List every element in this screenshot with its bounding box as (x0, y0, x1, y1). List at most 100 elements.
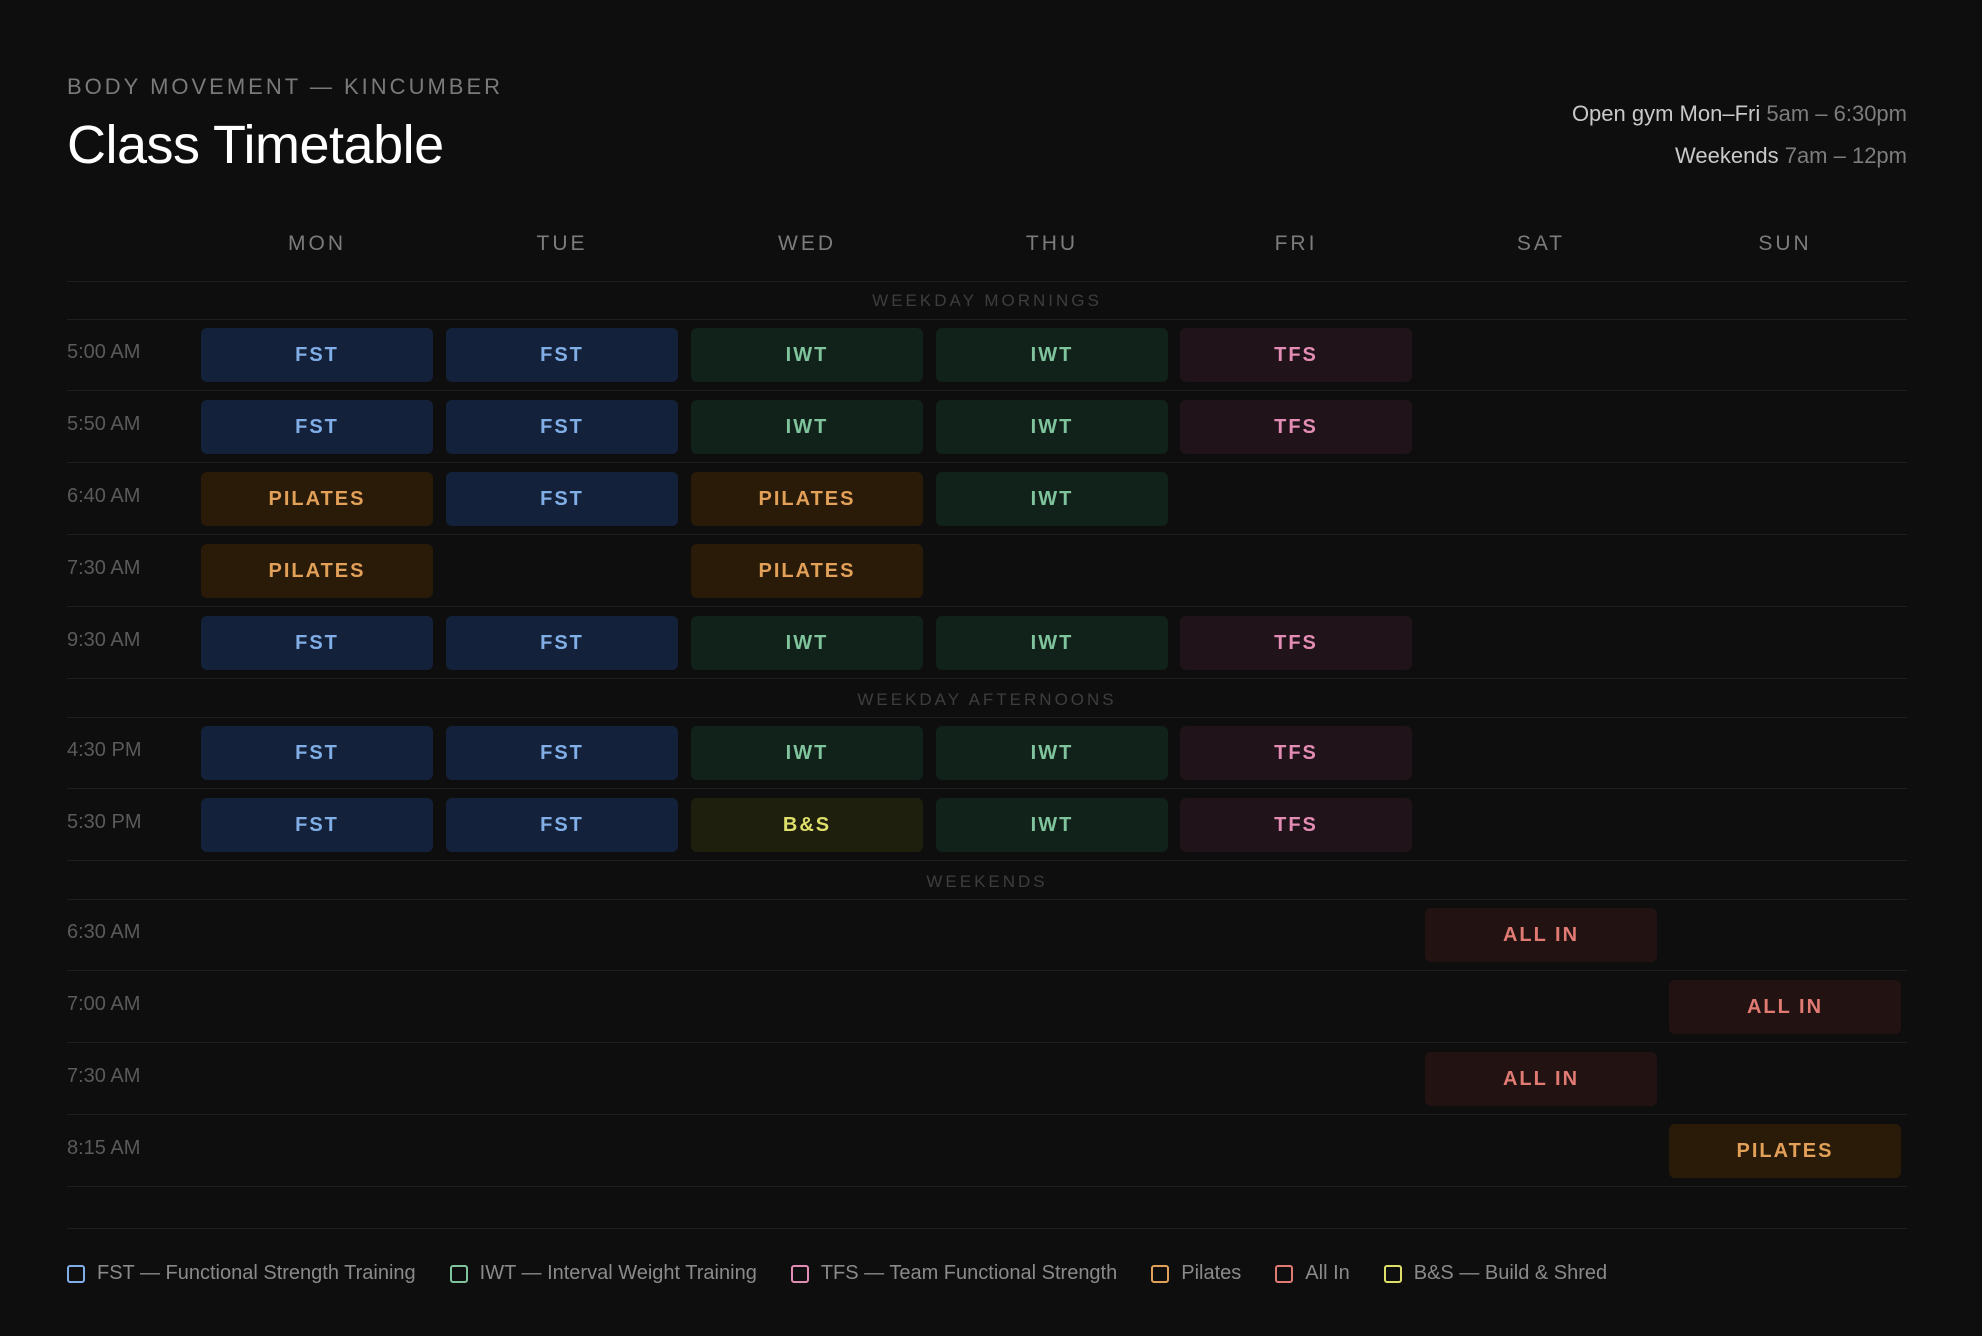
class-slot[interactable]: IWT (936, 726, 1168, 780)
class-slot[interactable]: IWT (691, 616, 923, 670)
grid-divider (67, 281, 1907, 282)
class-slot[interactable]: PILATES (691, 544, 923, 598)
section-label-mornings: WEEKDAY MORNINGS (872, 291, 1102, 310)
class-slot[interactable]: IWT (936, 472, 1168, 526)
grid-divider (67, 390, 1907, 391)
class-slot[interactable]: IWT (936, 616, 1168, 670)
legend-swatch (449, 1264, 468, 1283)
hours-weekday: Open gym Mon–Fri 5am – 6:30pm (1572, 100, 1907, 128)
class-slot[interactable]: B&S (691, 798, 923, 852)
page-title: Class Timetable (67, 115, 444, 175)
day-header-sat: SAT (1516, 232, 1566, 255)
grid-divider (67, 606, 1907, 607)
class-slot[interactable]: PILATES (1669, 1124, 1901, 1178)
grid-divider (67, 678, 1907, 679)
class-slot[interactable]: FST (201, 616, 433, 670)
day-header-fri: FRI (1274, 232, 1318, 255)
time-slot: 9:30 AM (67, 629, 141, 651)
grid-divider (67, 717, 1907, 718)
day-header-mon: MON (288, 232, 346, 255)
legend-item: TFS — Team Functional Strength (790, 1262, 1118, 1285)
class-slot[interactable]: IWT (936, 798, 1168, 852)
time-slot: 5:00 AM (67, 341, 141, 363)
legend-swatch (790, 1264, 809, 1283)
class-slot[interactable]: FST (201, 328, 433, 382)
grid-divider (67, 970, 1907, 971)
class-slot[interactable]: FST (446, 726, 678, 780)
legend-swatch (1151, 1264, 1170, 1283)
class-slot[interactable]: TFS (1180, 616, 1412, 670)
time-slot: 6:30 AM (67, 921, 141, 943)
day-header-thu: THU (1025, 232, 1079, 255)
section-label-afternoons: WEEKDAY AFTERNOONS (857, 690, 1117, 709)
legend-item: IWT — Interval Weight Training (449, 1262, 757, 1285)
class-slot[interactable]: IWT (691, 726, 923, 780)
grid-divider (67, 860, 1907, 861)
class-slot[interactable]: TFS (1180, 726, 1412, 780)
time-slot: 6:40 AM (67, 485, 141, 507)
class-slot[interactable]: PILATES (201, 472, 433, 526)
class-slot[interactable]: ALL IN (1425, 1052, 1657, 1106)
hours-value: 7am – 12pm (1784, 143, 1907, 168)
grid-divider (67, 1114, 1907, 1115)
class-slot[interactable]: ALL IN (1425, 908, 1657, 962)
time-slot: 7:30 AM (67, 1065, 141, 1087)
legend-label: B&S — Build & Shred (1413, 1262, 1608, 1284)
hours-weekend: Weekends 7am – 12pm (1572, 142, 1907, 170)
class-slot[interactable]: FST (446, 400, 678, 454)
time-slot: 5:30 PM (67, 811, 142, 833)
class-slot[interactable]: IWT (691, 328, 923, 382)
legend-swatch (67, 1264, 85, 1283)
hours-label: Weekends (1675, 143, 1779, 168)
legend-label: TFS — Team Functional Strength (820, 1262, 1118, 1284)
day-header-wed: WED (778, 232, 836, 255)
legend-label: All In (1305, 1262, 1350, 1284)
legend-item: B&S — Build & Shred (1383, 1262, 1608, 1285)
class-slot[interactable]: FST (446, 616, 678, 670)
grid-divider (67, 462, 1907, 463)
day-header-tue: TUE (536, 232, 588, 255)
class-slot[interactable]: PILATES (201, 544, 433, 598)
grid-divider (67, 534, 1907, 535)
legend-label: Pilates (1181, 1262, 1242, 1284)
legend-label: IWT — Interval Weight Training (479, 1262, 757, 1284)
time-slot: 7:30 AM (67, 557, 141, 579)
legend-swatch (1383, 1264, 1402, 1283)
class-slot[interactable]: IWT (691, 400, 923, 454)
class-slot[interactable]: FST (201, 726, 433, 780)
class-slot[interactable]: PILATES (691, 472, 923, 526)
time-slot: 7:00 AM (67, 993, 141, 1015)
section-label-weekends: WEEKENDS (926, 872, 1048, 891)
class-slot[interactable]: FST (201, 400, 433, 454)
gym-location: BODY MOVEMENT — KINCUMBER (67, 74, 504, 99)
day-header-sun: SUN (1758, 232, 1812, 255)
grid-divider (67, 788, 1907, 789)
class-legend: FST — Functional Strength Training IWT — … (67, 1262, 1641, 1285)
legend-label: FST — Functional Strength Training (97, 1262, 416, 1284)
grid-divider (67, 1186, 1907, 1187)
class-slot[interactable]: TFS (1180, 400, 1412, 454)
time-slot: 5:50 AM (67, 413, 141, 435)
grid-divider (67, 319, 1907, 320)
class-slot[interactable]: TFS (1180, 328, 1412, 382)
hours-label: Open gym Mon–Fri (1571, 101, 1761, 126)
grid-divider (67, 899, 1907, 900)
time-slot: 4:30 PM (67, 739, 142, 761)
class-slot[interactable]: FST (446, 798, 678, 852)
opening-hours: Open gym Mon–Fri 5am – 6:30pm Weekends 7… (1572, 100, 1907, 184)
class-slot[interactable]: FST (446, 328, 678, 382)
hours-value: 5am – 6:30pm (1766, 101, 1907, 126)
class-slot[interactable]: IWT (936, 400, 1168, 454)
class-slot[interactable]: TFS (1180, 798, 1412, 852)
class-slot[interactable]: FST (446, 472, 678, 526)
time-slot: 8:15 AM (67, 1137, 141, 1159)
class-slot[interactable]: IWT (936, 328, 1168, 382)
legend-item: All In (1275, 1262, 1350, 1285)
class-slot[interactable]: ALL IN (1669, 980, 1901, 1034)
class-slot[interactable]: FST (201, 798, 433, 852)
grid-divider (67, 1042, 1907, 1043)
grid-divider (67, 1228, 1907, 1229)
legend-item: FST — Functional Strength Training (67, 1262, 416, 1285)
legend-item: Pilates (1151, 1262, 1241, 1285)
